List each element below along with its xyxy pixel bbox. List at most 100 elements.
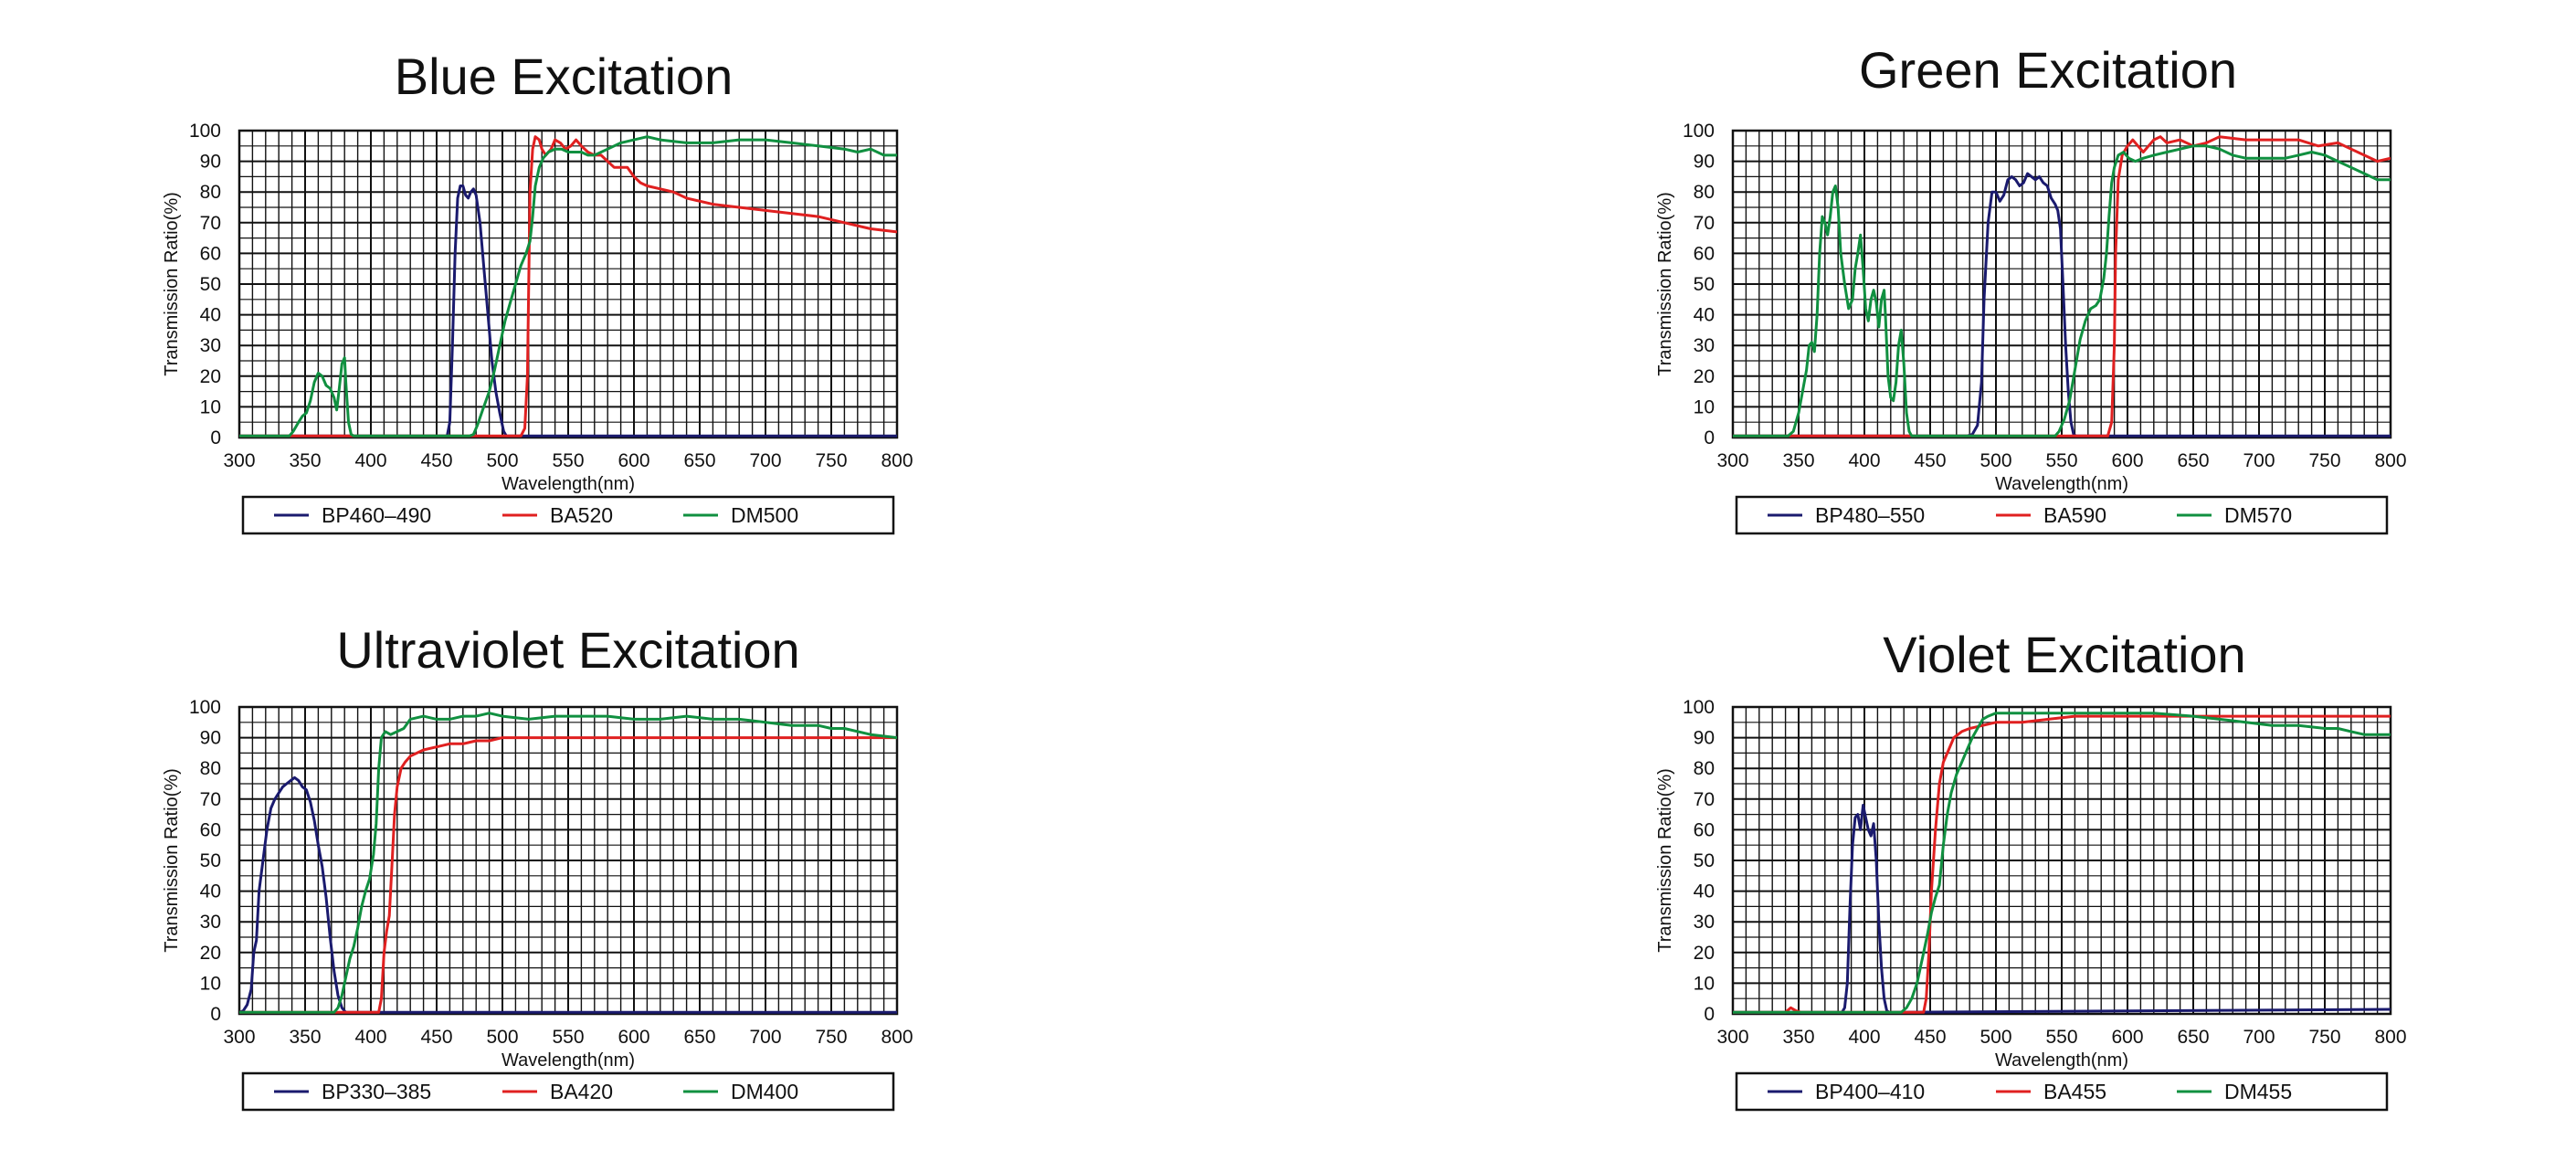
y-tick-label: 40	[1694, 305, 1715, 326]
legend-label: DM500	[731, 503, 798, 527]
chart-title: Violet Excitation	[1883, 626, 2245, 683]
series-line-1	[239, 185, 897, 438]
x-tick-label: 800	[881, 450, 913, 471]
chart-title: Ultraviolet Excitation	[336, 621, 799, 679]
legend-label: BP400–410	[1815, 1080, 1925, 1103]
y-tick-label: 90	[200, 152, 221, 173]
chart-panel: Violet Excitation 0 10 20 30 40 50 60 70 80 90 100 3…	[1655, 626, 2407, 1112]
grid	[1732, 706, 2391, 1015]
legend-label: BA455	[2043, 1080, 2106, 1103]
x-tick-label: 450	[1914, 1027, 1946, 1048]
x-tick-label: 750	[2308, 1027, 2340, 1048]
legend-label: BP460–490	[322, 503, 431, 527]
x-tick-label: 400	[1848, 1027, 1880, 1048]
series-line-3	[1733, 712, 2391, 1014]
legend-label: BP480–550	[1815, 503, 1925, 527]
y-tick-label: 0	[1704, 1004, 1715, 1025]
y-tick-label: 50	[200, 850, 221, 871]
x-tick-label: 700	[749, 1027, 781, 1048]
y-tick-label: 20	[200, 366, 221, 387]
series-line-2	[239, 736, 897, 1014]
y-axis-label: Transmission Ratio(%)	[1655, 192, 1675, 376]
y-tick-label: 10	[200, 973, 221, 994]
x-tick-label: 500	[486, 1027, 518, 1048]
y-tick-label: 100	[189, 121, 221, 142]
x-axis-label: Wavelength(nm)	[1995, 474, 2128, 494]
y-tick-label: 50	[1694, 274, 1715, 295]
x-tick-label: 450	[420, 450, 452, 471]
x-axis-label: Wavelength(nm)	[501, 474, 635, 494]
x-tick-label: 550	[2045, 1027, 2077, 1048]
x-tick-label: 300	[223, 450, 255, 471]
y-tick-label: 20	[1694, 366, 1715, 387]
y-tick-label: 100	[1683, 697, 1715, 718]
x-tick-label: 550	[552, 450, 584, 471]
x-tick-label: 450	[1914, 450, 1946, 471]
y-tick-label: 0	[1704, 427, 1715, 448]
grid	[1732, 130, 2391, 438]
x-tick-label: 350	[289, 450, 321, 471]
y-tick-label: 30	[1694, 335, 1715, 356]
chart-panel: Blue Excitation 0 10 20 30 40 50 60 70 80 90 100 300…	[162, 47, 913, 535]
x-tick-label: 450	[420, 1027, 452, 1048]
y-tick-label: 70	[1694, 789, 1715, 810]
y-tick-label: 10	[200, 396, 221, 417]
series-line-1	[239, 775, 897, 1014]
series-line-3	[1733, 144, 2391, 438]
x-tick-label: 800	[881, 1027, 913, 1048]
x-tick-label: 700	[2243, 450, 2275, 471]
y-tick-label: 80	[200, 182, 221, 203]
y-tick-label: 40	[200, 305, 221, 326]
y-tick-label: 90	[1694, 152, 1715, 173]
x-tick-label: 300	[1716, 450, 1748, 471]
y-tick-label: 90	[200, 728, 221, 749]
y-tick-label: 80	[1694, 182, 1715, 203]
y-tick-label: 0	[210, 1004, 221, 1025]
y-tick-label: 60	[1694, 819, 1715, 840]
y-tick-label: 30	[200, 912, 221, 933]
y-tick-label: 90	[1694, 728, 1715, 749]
x-tick-label: 400	[1848, 450, 1880, 471]
chart-title: Green Excitation	[1859, 41, 2237, 99]
y-tick-label: 100	[189, 697, 221, 718]
y-tick-label: 30	[200, 335, 221, 356]
y-axis-label: Transmission Ratio(%)	[162, 192, 182, 376]
y-tick-label: 60	[200, 819, 221, 840]
y-tick-label: 40	[200, 881, 221, 902]
x-tick-label: 350	[1782, 1027, 1814, 1048]
y-tick-label: 50	[1694, 850, 1715, 871]
legend: BP460–490 BA520 DM500	[241, 495, 895, 535]
y-tick-label: 70	[200, 213, 221, 234]
x-tick-label: 350	[289, 1027, 321, 1048]
y-tick-label: 10	[1694, 973, 1715, 994]
x-tick-label: 500	[486, 450, 518, 471]
x-tick-label: 400	[354, 1027, 386, 1048]
x-tick-label: 600	[2111, 1027, 2143, 1048]
chart-panel: Green Excitation 0 10 20 30 40 50 60 70 80 90 100 30…	[1655, 41, 2407, 535]
legend-label: DM455	[2224, 1080, 2292, 1103]
legend-label: DM570	[2224, 503, 2292, 527]
series-line-2	[1733, 135, 2391, 438]
plot-frame	[1731, 705, 2392, 1016]
y-tick-label: 50	[200, 274, 221, 295]
series-line-3	[239, 712, 897, 1014]
x-tick-label: 350	[1782, 450, 1814, 471]
x-tick-label: 650	[683, 450, 715, 471]
legend-box	[1735, 495, 2389, 535]
x-axis-label: Wavelength(nm)	[1995, 1050, 2128, 1071]
legend-box	[1735, 1071, 2389, 1112]
legend-label: BA590	[2043, 503, 2106, 527]
x-tick-label: 800	[2374, 450, 2406, 471]
x-tick-label: 650	[683, 1027, 715, 1048]
x-tick-label: 700	[749, 450, 781, 471]
grid	[238, 130, 898, 438]
x-tick-label: 600	[618, 1027, 649, 1048]
chart-title: Blue Excitation	[395, 47, 733, 105]
series-line-1	[1733, 172, 2391, 438]
legend-label: BP330–385	[322, 1080, 431, 1103]
x-tick-label: 500	[1980, 1027, 2011, 1048]
y-tick-label: 60	[200, 243, 221, 264]
y-tick-label: 20	[200, 943, 221, 964]
x-tick-label: 300	[223, 1027, 255, 1048]
y-tick-label: 20	[1694, 943, 1715, 964]
